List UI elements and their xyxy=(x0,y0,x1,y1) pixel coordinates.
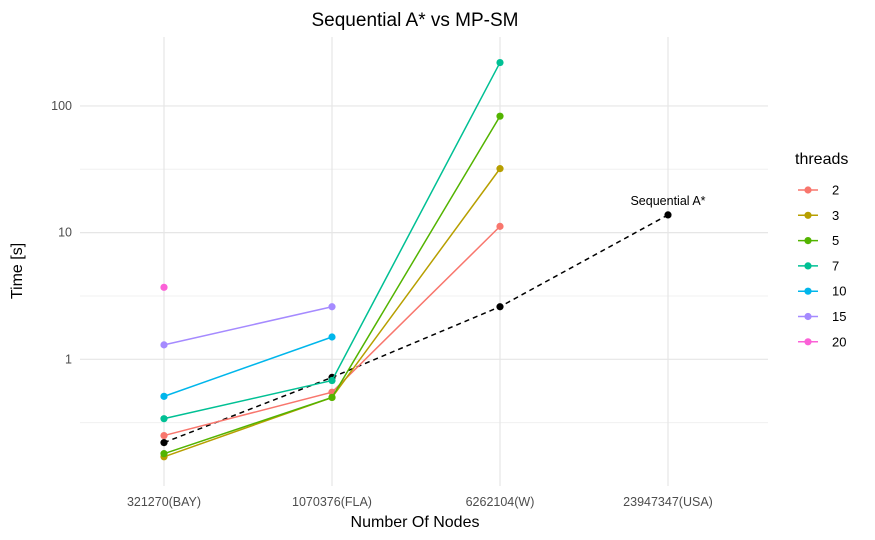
grid-minor xyxy=(80,168,768,424)
y-axis-title: Time [s] xyxy=(9,243,26,299)
baseline-line xyxy=(163,214,669,444)
series-line-10 xyxy=(163,336,333,398)
series-point-20 xyxy=(160,283,168,291)
series-point-2 xyxy=(160,431,168,440)
legend-key-point xyxy=(804,211,812,219)
series-point-2 xyxy=(496,222,504,230)
baseline-point xyxy=(664,211,672,219)
legend-label: 20 xyxy=(832,334,846,349)
legend-label: 5 xyxy=(832,233,839,248)
series-layer xyxy=(160,58,504,461)
baseline-point xyxy=(496,303,504,311)
series-point-7 xyxy=(328,376,336,385)
baseline-point xyxy=(160,439,168,447)
legend-key-point xyxy=(804,287,812,295)
legend: threads 2 3 5 7 10 15 20 xyxy=(795,151,848,349)
legend-label: 10 xyxy=(832,284,846,299)
y-tick-label: 1 xyxy=(65,352,72,366)
legend-key-point xyxy=(804,186,812,194)
legend-title: threads xyxy=(795,151,848,168)
y-tick-label: 100 xyxy=(51,99,72,113)
legend-key-point xyxy=(804,338,812,346)
series-point-10 xyxy=(160,392,168,400)
legend-label: 3 xyxy=(832,208,839,223)
y-ticks: 1 10 100 xyxy=(51,99,72,366)
legend-key-point xyxy=(804,237,812,245)
chart-title: Sequential A* vs MP-SM xyxy=(312,10,519,31)
legend-label: 2 xyxy=(832,183,839,198)
legend-key-point xyxy=(804,312,812,321)
series-point-3 xyxy=(496,165,504,173)
y-tick-label: 10 xyxy=(58,226,72,240)
legend-label: 15 xyxy=(832,309,846,324)
series-point-15 xyxy=(328,303,336,311)
x-tick-label: 1070376(FLA) xyxy=(292,495,372,509)
series-point-7 xyxy=(160,415,168,423)
x-tick-label: 321270(BAY) xyxy=(127,495,201,509)
series-point-10 xyxy=(328,333,336,341)
series-point-5 xyxy=(160,450,168,458)
x-axis-title: Number Of Nodes xyxy=(351,514,480,531)
series-point-15 xyxy=(160,341,168,349)
legend-key-point xyxy=(804,262,812,270)
series-point-5 xyxy=(328,393,336,402)
series-point-7 xyxy=(496,58,504,67)
x-tick-label: 6262104(W) xyxy=(466,495,535,509)
x-tick-label: 23947347(USA) xyxy=(623,495,713,509)
grid-major xyxy=(80,37,768,486)
x-ticks: 321270(BAY) 1070376(FLA) 6262104(W) 2394734… xyxy=(127,495,713,509)
legend-label: 7 xyxy=(832,258,839,273)
baseline-annotation: Sequential A* xyxy=(630,194,705,208)
series-line-15 xyxy=(163,306,333,346)
series-point-5 xyxy=(496,112,504,120)
